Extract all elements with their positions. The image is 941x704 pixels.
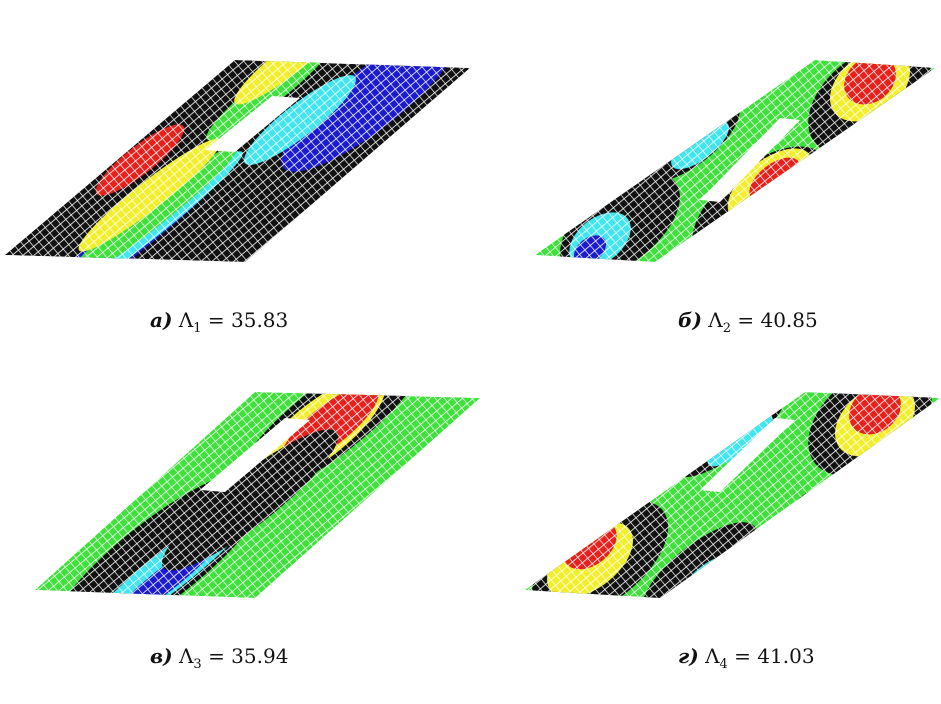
eigenvalue: = 41.03 bbox=[734, 644, 814, 668]
subscript: 2 bbox=[723, 321, 731, 336]
mesh-grid bbox=[535, 60, 935, 262]
subscript: 3 bbox=[193, 657, 201, 672]
subscript: 1 bbox=[193, 321, 201, 336]
eigenvalue: = 35.83 bbox=[208, 308, 288, 332]
symbol: Λ bbox=[708, 308, 722, 332]
caption: г) Λ4 = 41.03 bbox=[678, 644, 815, 672]
panel-letter: б) bbox=[678, 308, 702, 332]
mode-band bbox=[693, 568, 737, 608]
mode-shapes bbox=[0, 0, 941, 704]
mode-band bbox=[263, 0, 367, 70]
subscript: 4 bbox=[720, 657, 728, 672]
panel-letter: а) bbox=[150, 308, 172, 332]
symbol: Λ bbox=[179, 644, 193, 668]
panel-letter: в) bbox=[150, 644, 173, 668]
caption: в) Λ3 = 35.94 bbox=[150, 644, 288, 672]
mesh-grid bbox=[5, 60, 470, 262]
panel-letter: г) bbox=[678, 644, 699, 668]
mesh bbox=[511, 341, 941, 642]
mesh bbox=[0, 0, 475, 352]
caption: б) Λ2 = 40.85 bbox=[678, 308, 818, 336]
caption: а) Λ1 = 35.83 bbox=[150, 308, 288, 336]
eigenvalue: = 40.85 bbox=[737, 308, 817, 332]
symbol: Λ bbox=[705, 644, 719, 668]
mesh bbox=[535, 21, 941, 298]
symbol: Λ bbox=[179, 308, 193, 332]
figure: а) Λ1 = 35.83 б) Λ2 = 40.85 в) Λ3 = 35.9… bbox=[0, 0, 941, 704]
mesh-grid bbox=[35, 392, 480, 598]
mesh bbox=[25, 319, 480, 678]
eigenvalue: = 35.94 bbox=[208, 644, 288, 668]
mesh-grid bbox=[525, 392, 940, 598]
